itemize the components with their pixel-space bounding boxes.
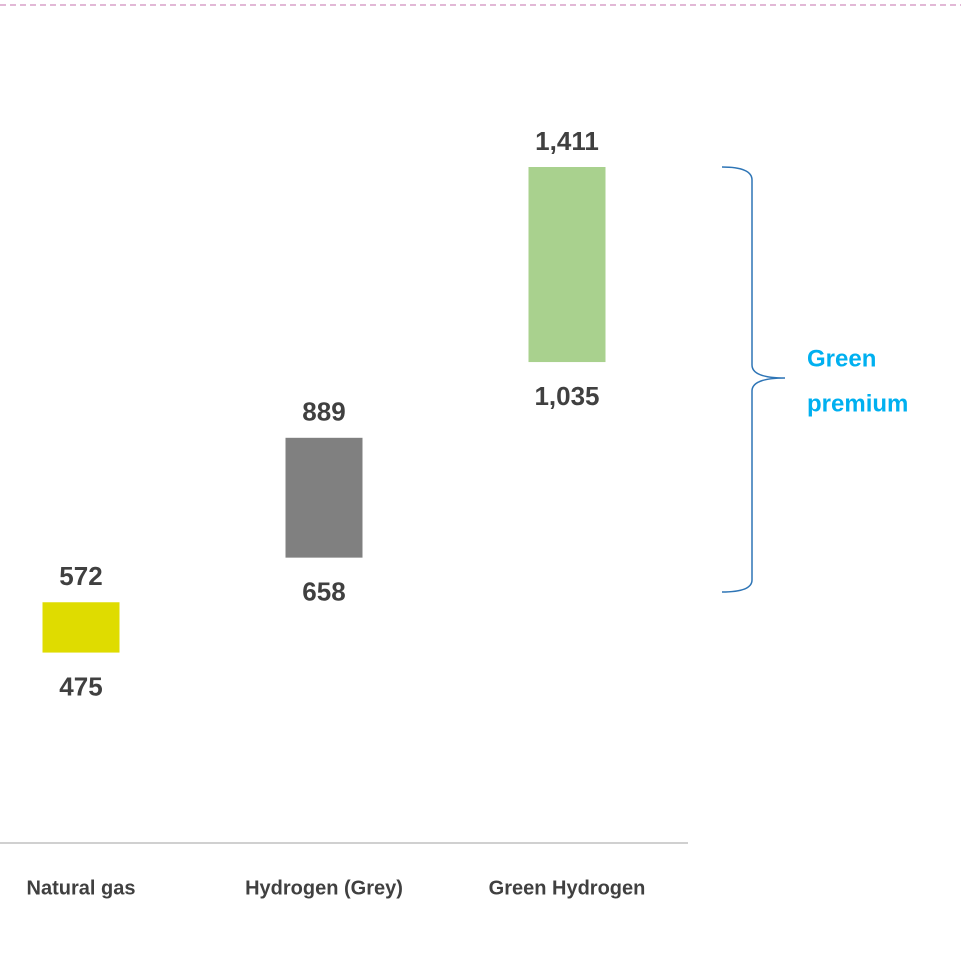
high-label: 889 [302, 397, 345, 427]
low-label: 1,035 [534, 381, 599, 411]
low-label: 658 [302, 577, 345, 607]
annotation: premium [807, 390, 908, 417]
annotation: Green [807, 345, 876, 372]
high-label: 572 [59, 561, 102, 591]
category-label: Hydrogen (Grey) [245, 877, 403, 899]
category-label: Green Hydrogen [489, 877, 646, 899]
bar [528, 167, 606, 363]
high-label: 1,411 [535, 126, 599, 156]
bar [42, 602, 120, 653]
bracket [721, 166, 786, 593]
low-label: 475 [59, 671, 102, 701]
bar [285, 437, 363, 558]
category-label: Natural gas [27, 877, 136, 899]
